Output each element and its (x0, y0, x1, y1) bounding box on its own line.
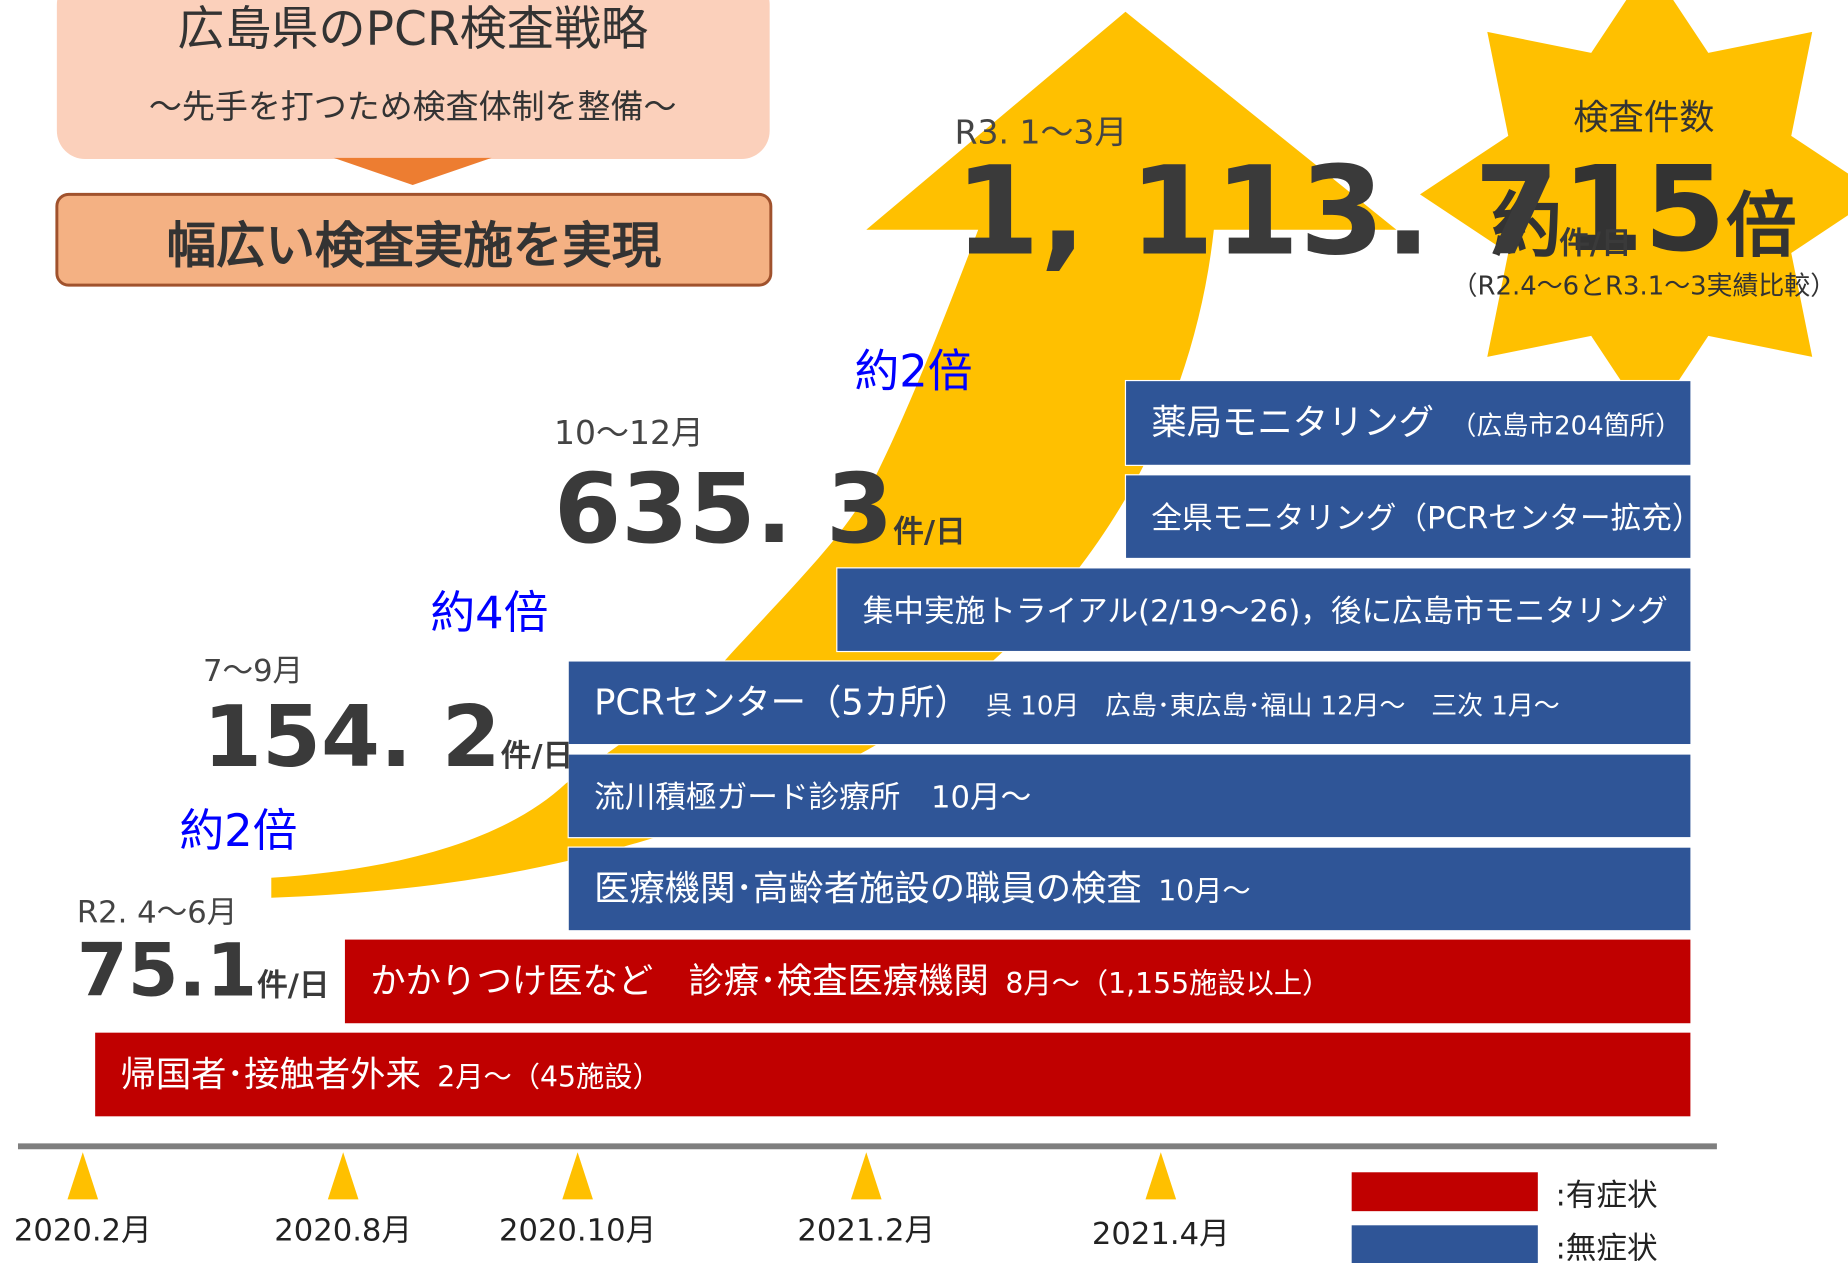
timeline-marker (327, 1152, 359, 1200)
daily-tests: 154. 2件/日 (203, 688, 573, 787)
program-bar (93, 1031, 1692, 1118)
daily-tests: 75.1件/日 (77, 929, 330, 1014)
program-name: 全県モニタリング（PCRセンター拡充） (1151, 501, 1702, 536)
title: 広島県のPCR検査戦略 (177, 2, 648, 57)
program-name: 流川積極ガード診療所 10月～ (594, 781, 1031, 816)
daily-value: 154. 2 (203, 688, 501, 787)
multiplier: 約2倍 (854, 344, 972, 397)
timeline-label: 2020.10月 (499, 1214, 656, 1249)
timeline-marker (562, 1152, 593, 1200)
program-label: PCRセンター（5カ所） 呉 10月 広島･東広島･福山 12月～ 三次 1月～ (594, 683, 1560, 724)
program-name: 集中実施トライアル(2/19～26)，後に広島市モニタリング (863, 594, 1668, 629)
daily-unit: 件/日 (893, 515, 965, 550)
program-name: 薬局モニタリング (1151, 403, 1434, 444)
multiplier: 約2倍 (179, 804, 297, 857)
program-detail: 呉 10月 広島･東広島･福山 12月～ 三次 1月～ (986, 692, 1559, 722)
timeline-label: 2020.2月 (14, 1214, 152, 1249)
program-name: PCRセンター（5カ所） (594, 683, 970, 724)
star-value: 約15倍 (1491, 141, 1796, 278)
daily-value: 75.1 (77, 929, 257, 1014)
subtitle: ～先手を打つため検査体制を整備～ (149, 87, 677, 126)
timeline-label: 2020.8月 (274, 1214, 412, 1249)
star-suffix: 倍 (1726, 184, 1797, 267)
legend-label: :有症状 (1556, 1178, 1658, 1213)
program-bar (1124, 379, 1692, 466)
period-label: 10～12月 (554, 413, 704, 452)
result-box (55, 192, 773, 287)
star-number: 15 (1562, 141, 1726, 278)
timeline-marker (1145, 1152, 1177, 1200)
program-detail: （広島市204箇所） (1451, 412, 1682, 442)
program-bar (343, 938, 1692, 1025)
down-arrow (333, 157, 492, 185)
legend-swatch (1351, 1172, 1538, 1212)
result: 幅広い検査実施を実現 (167, 217, 662, 275)
daily-unit: 件/日 (257, 969, 329, 1004)
program-name: 帰国者･接触者外来 (120, 1054, 420, 1095)
daily-unit: 件/日 (501, 739, 573, 774)
timeline-marker (850, 1152, 882, 1200)
growth-arrow (271, 11, 1397, 898)
daily-value: 1, 113. 7 (955, 139, 1560, 282)
title-box (56, 0, 770, 160)
multiplier: 約4倍 (430, 586, 548, 639)
program-label: 薬局モニタリング （広島市204箇所） (1151, 403, 1681, 444)
program-name: かかりつけ医など 診療･検査医療機関 (370, 961, 989, 1002)
period-label: R2. 4～6月 (77, 896, 237, 931)
star-label: 検査件数 (1573, 98, 1714, 139)
timeline-marker (67, 1152, 99, 1200)
period-label: 7～9月 (203, 654, 303, 689)
star-note: （R2.4～6とR3.1～3実績比較） (1452, 272, 1837, 302)
daily-tests: 1, 113. 7件/日 (955, 139, 1632, 282)
program-detail: 10月～ (1158, 875, 1251, 908)
daily-unit: 件/日 (1559, 226, 1631, 261)
program-detail: 8月～（1,155施設以上） (1005, 967, 1330, 1000)
program-detail: 2月～（45施設） (437, 1060, 661, 1093)
star-prefix: 約 (1491, 184, 1562, 267)
program-bar (567, 846, 1692, 932)
program-label: 集中実施トライアル(2/19～26)，後に広島市モニタリング (863, 594, 1668, 629)
period-label: R3. 1～3月 (955, 113, 1128, 152)
program-label: 帰国者･接触者外来 2月～（45施設） (120, 1054, 660, 1095)
program-bar (567, 660, 1692, 746)
program-label: 医療機関･高齢者施設の職員の検査 10月～ (594, 869, 1251, 910)
program-label: 流川積極ガード診療所 10月～ (594, 781, 1031, 816)
program-bar (567, 753, 1692, 839)
program-bar (836, 567, 1692, 653)
daily-tests: 635. 3件/日 (554, 452, 966, 565)
program-bar (1124, 474, 1692, 560)
legend-label: :無症状 (1556, 1231, 1658, 1263)
daily-value: 635. 3 (554, 452, 893, 565)
program-name: 医療機関･高齢者施設の職員の検査 (594, 869, 1142, 910)
star (1420, 0, 1848, 425)
program-label: 全県モニタリング（PCRセンター拡充） (1151, 501, 1702, 536)
legend-swatch (1351, 1225, 1538, 1263)
timeline-label: 2021.4月 (1092, 1217, 1230, 1252)
timeline-label: 2021.2月 (797, 1214, 935, 1249)
program-label: かかりつけ医など 診療･検査医療機関 8月～（1,155施設以上） (370, 961, 1330, 1002)
